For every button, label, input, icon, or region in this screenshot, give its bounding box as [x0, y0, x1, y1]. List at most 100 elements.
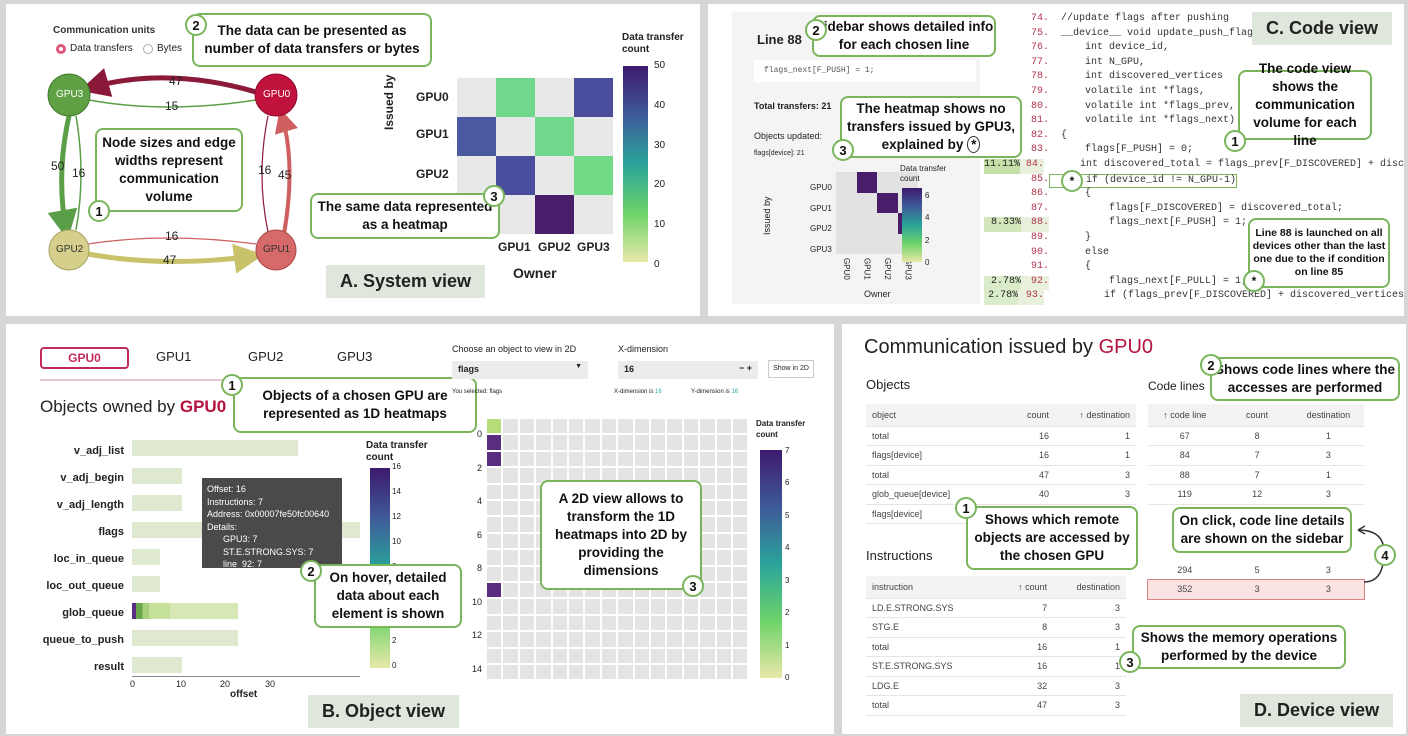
grid-cell[interactable]: [683, 419, 699, 434]
code-line[interactable]: 90. else: [984, 247, 1404, 262]
grid-cell[interactable]: [487, 566, 502, 581]
grid-cell[interactable]: [519, 501, 535, 516]
grid-cell[interactable]: [585, 419, 600, 434]
grid-cell[interactable]: [519, 451, 535, 467]
code-line[interactable]: 11.11% 84. int discovered_total = flags_p…: [984, 158, 1404, 174]
column-header[interactable]: ↑ code line: [1148, 404, 1222, 427]
grid-cell[interactable]: [519, 419, 535, 434]
column-header[interactable]: count: [987, 404, 1055, 427]
grid-cell[interactable]: [667, 599, 682, 614]
code-line[interactable]: 8.33% 88. flags_next[F_PUSH] = 1;: [984, 217, 1404, 232]
code-line[interactable]: 74. //update flags after pushing: [984, 13, 1404, 28]
grid-cell[interactable]: [683, 451, 699, 467]
heatmap-cell[interactable]: [496, 78, 535, 117]
grid-cell[interactable]: [585, 468, 600, 483]
grid-cell[interactable]: [683, 435, 699, 450]
grid-cell[interactable]: [519, 632, 535, 647]
column-header[interactable]: destination: [1053, 576, 1126, 599]
code-line[interactable]: 80. volatile int *flags_prev,: [984, 101, 1404, 116]
object-select[interactable]: flags ▼: [452, 361, 588, 379]
grid-cell[interactable]: [503, 648, 518, 663]
code-line[interactable]: 75. __device__ void update_push_flags(: [984, 28, 1404, 43]
grid-cell[interactable]: [569, 615, 584, 631]
grid-cell[interactable]: [700, 517, 715, 532]
object-bar[interactable]: [132, 468, 182, 484]
table-row[interactable]: 88 7 1: [1148, 465, 1364, 485]
grid-cell[interactable]: [519, 648, 535, 663]
grid-cell[interactable]: [601, 665, 617, 680]
column-header[interactable]: destination: [1292, 404, 1364, 427]
tab-gpu3[interactable]: GPU3: [337, 349, 373, 364]
code-line[interactable]: 83. flags[F_PUSH] = 0;: [984, 144, 1404, 159]
grid-cell[interactable]: [552, 615, 567, 631]
grid-cell[interactable]: [487, 665, 502, 680]
grid-cell[interactable]: [601, 419, 617, 434]
grid-cell[interactable]: [519, 583, 535, 598]
heatmap-cell[interactable]: [574, 78, 613, 117]
grid-cell[interactable]: [487, 419, 502, 434]
heatmap-cell[interactable]: [535, 117, 574, 156]
column-header[interactable]: object: [866, 404, 988, 427]
grid-cell[interactable]: [618, 632, 633, 647]
table-row[interactable]: 84 7 3: [1148, 445, 1364, 466]
code-line[interactable]: 76. int device_id,: [984, 42, 1404, 57]
grid-cell[interactable]: [733, 665, 748, 680]
grid-cell[interactable]: [618, 648, 633, 663]
heatmap-cell[interactable]: [535, 195, 574, 234]
grid-cell[interactable]: [651, 435, 666, 450]
grid-cell[interactable]: [519, 484, 535, 499]
grid-cell[interactable]: [585, 599, 600, 614]
grid-cell[interactable]: [519, 468, 535, 483]
grid-cell[interactable]: [716, 550, 731, 565]
grid-cell[interactable]: [733, 632, 748, 647]
grid-cell[interactable]: [487, 451, 502, 467]
grid-cell[interactable]: [700, 665, 715, 680]
grid-cell[interactable]: [569, 599, 584, 614]
grid-cell[interactable]: [503, 419, 518, 434]
grid-cell[interactable]: [651, 648, 666, 663]
object-bar[interactable]: [132, 495, 182, 511]
grid-cell[interactable]: [733, 451, 748, 467]
grid-cell[interactable]: [733, 435, 748, 450]
grid-cell[interactable]: [519, 550, 535, 565]
grid-cell[interactable]: [683, 599, 699, 614]
grid-cell[interactable]: [651, 665, 666, 680]
grid-cell[interactable]: [519, 533, 535, 549]
grid-cell[interactable]: [733, 517, 748, 532]
object-bar[interactable]: [132, 549, 160, 565]
heatmap-cell[interactable]: [457, 117, 496, 156]
grid-cell[interactable]: [716, 419, 731, 434]
grid-cell[interactable]: [618, 435, 633, 450]
grid-cell[interactable]: [700, 419, 715, 434]
grid-cell[interactable]: [667, 615, 682, 631]
grid-cell[interactable]: [569, 632, 584, 647]
grid-cell[interactable]: [487, 501, 502, 516]
heatmap-cell[interactable]: [877, 192, 898, 213]
grid-cell[interactable]: [634, 615, 649, 631]
object-bar[interactable]: [132, 603, 238, 619]
grid-cell[interactable]: [487, 632, 502, 647]
grid-cell[interactable]: [733, 484, 748, 499]
grid-cell[interactable]: [552, 599, 567, 614]
table-row[interactable]: total 47 3: [866, 695, 1126, 716]
grid-cell[interactable]: [667, 468, 682, 483]
grid-cell[interactable]: [503, 566, 518, 581]
grid-cell[interactable]: [651, 632, 666, 647]
grid-cell[interactable]: [536, 615, 551, 631]
grid-cell[interactable]: [503, 517, 518, 532]
grid-cell[interactable]: [667, 451, 682, 467]
code-line[interactable]: 2.78% 92. flags_next[F_PULL] = 1;: [984, 275, 1404, 291]
grid-cell[interactable]: [667, 419, 682, 434]
grid-cell[interactable]: [487, 550, 502, 565]
grid-cell[interactable]: [601, 435, 617, 450]
grid-cell[interactable]: [569, 435, 584, 450]
grid-cell[interactable]: [716, 665, 731, 680]
table-row[interactable]: STG.E 8 3: [866, 617, 1126, 638]
table-row[interactable]: glob_queue[device] 40 3: [866, 484, 1136, 505]
tab-gpu2[interactable]: GPU2: [248, 349, 284, 364]
grid-cell[interactable]: [716, 435, 731, 450]
grid-cell[interactable]: [700, 484, 715, 499]
grid-cell[interactable]: [503, 435, 518, 450]
grid-cell[interactable]: [733, 550, 748, 565]
grid-cell[interactable]: [519, 665, 535, 680]
